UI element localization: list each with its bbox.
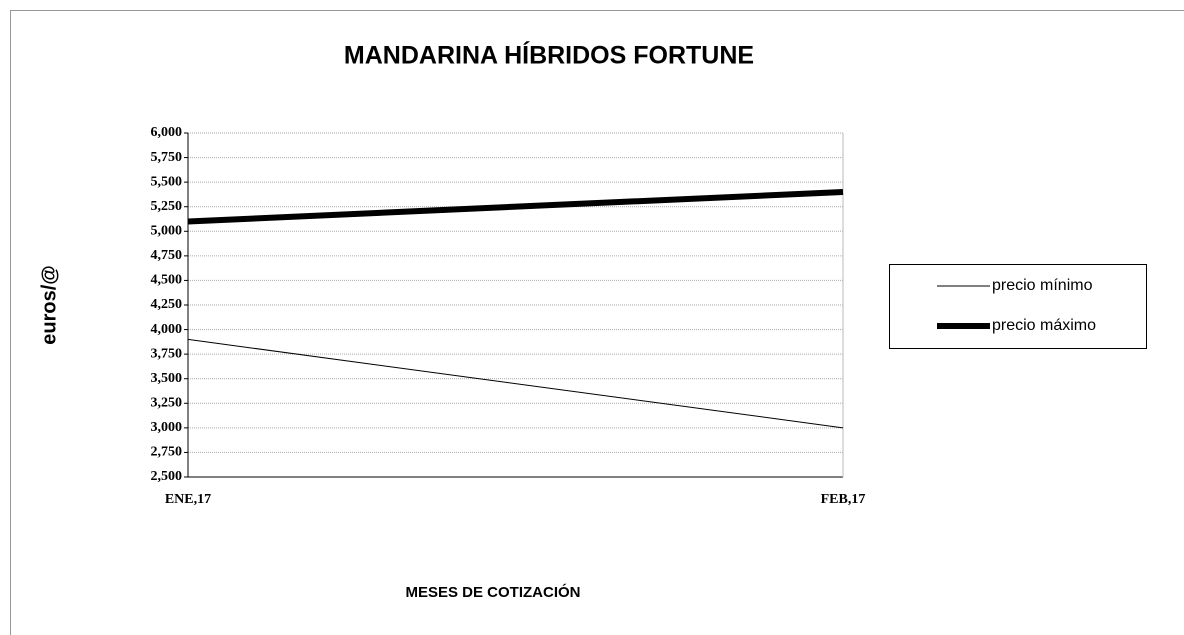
- y-tick-label: 5,750: [151, 150, 183, 165]
- y-tick-label: 4,250: [151, 297, 183, 312]
- series-line: [187, 188, 844, 225]
- y-tick-label: 3,500: [151, 371, 183, 386]
- x-tick-label: FEB,17: [821, 492, 866, 507]
- legend-label: precio mínimo: [992, 277, 1093, 294]
- y-tick-label: 4,000: [151, 322, 183, 337]
- legend: [889, 264, 1147, 349]
- y-tick-label: 3,250: [151, 396, 183, 411]
- y-tick-label: 4,750: [151, 248, 183, 263]
- y-tick-label: 5,500: [151, 174, 183, 189]
- x-tick-label: ENE,17: [165, 492, 211, 507]
- chart-title: MANDARINA HÍBRIDOS FORTUNE: [344, 41, 754, 70]
- y-tick-label: 2,500: [151, 469, 183, 484]
- y-tick-label: 5,250: [151, 199, 183, 214]
- y-tick-label: 5,000: [151, 224, 183, 239]
- y-tick-label: 2,750: [151, 445, 183, 460]
- y-tick-label: 3,750: [151, 346, 183, 361]
- legend-label: precio máximo: [992, 317, 1096, 334]
- y-tick-label: 3,000: [151, 420, 183, 435]
- series-line: [187, 338, 844, 429]
- y-tick-label: 4,500: [151, 273, 183, 288]
- y-axis-label: euros/@: [38, 265, 60, 345]
- y-tick-label: 6,000: [151, 125, 183, 140]
- x-axis-label: MESES DE COTIZACIÓN: [405, 583, 580, 601]
